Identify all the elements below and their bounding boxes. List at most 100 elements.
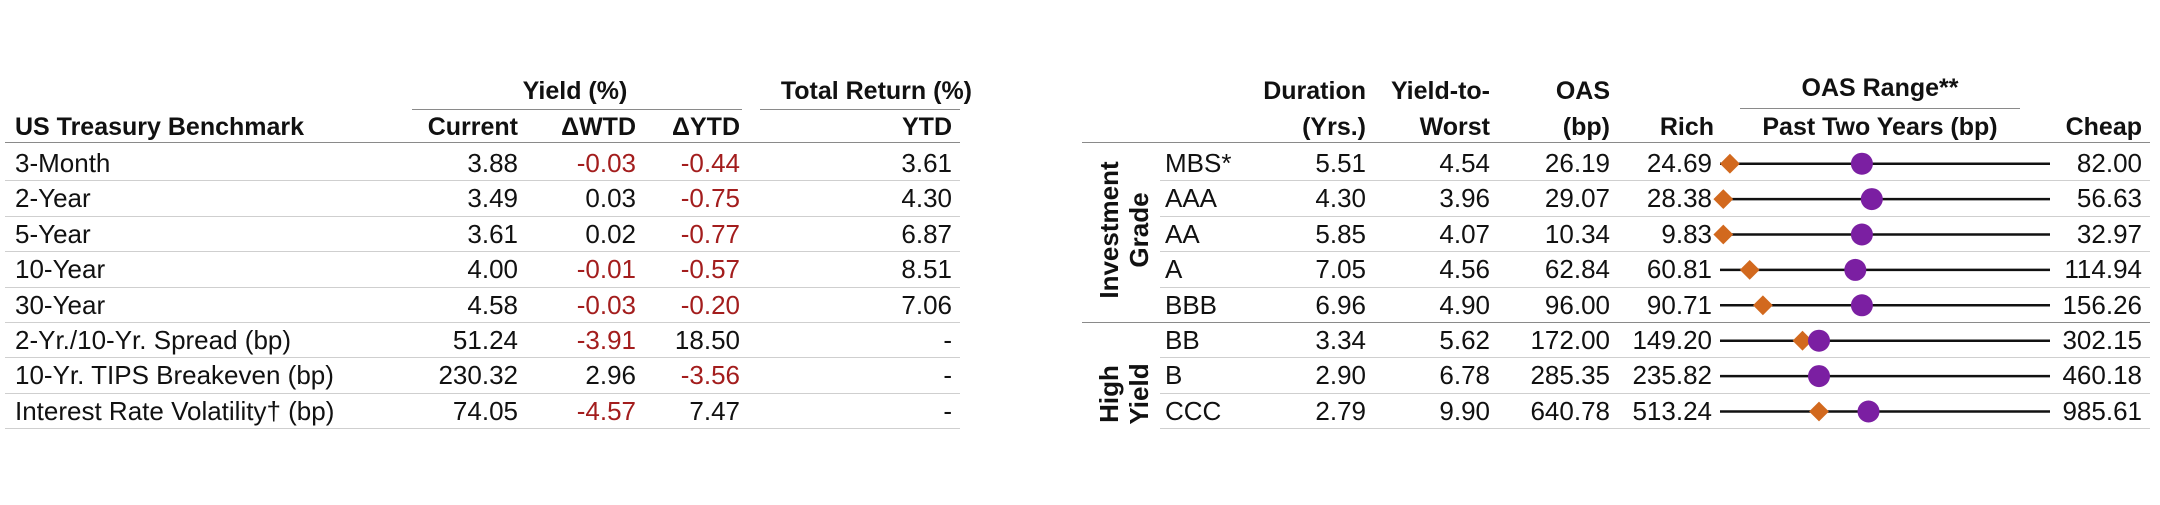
credit-duration: 2.90 xyxy=(1315,360,1366,391)
col-header-rich: Rich xyxy=(1659,113,1714,141)
col-header-current: Current xyxy=(427,113,518,141)
treasury-current-yield: 3.88 xyxy=(467,148,518,178)
row-divider xyxy=(5,428,960,430)
credit-duration: 5.51 xyxy=(1315,148,1366,178)
treasury-benchmark-name: 2-Yr./10-Yr. Spread (bp) xyxy=(15,325,292,355)
yield-group-header: Yield (%) xyxy=(522,77,628,105)
credit-sector-name: CCC xyxy=(1165,395,1222,426)
header-rule xyxy=(5,142,960,143)
credit-oas: 29.07 xyxy=(1544,183,1610,214)
treasury-current-yield: 3.49 xyxy=(467,183,518,214)
credit-yield-to-worst: 4.54 xyxy=(1439,148,1490,178)
prior-oas-marker xyxy=(1809,401,1829,422)
credit-yield-to-worst: 5.62 xyxy=(1439,325,1490,355)
col-header-cheap: Cheap xyxy=(2065,113,2142,141)
row-divider xyxy=(1160,180,2150,182)
col-header-oas-2: (bp) xyxy=(1562,113,1610,141)
treasury-wtd-change: 0.02 xyxy=(585,218,636,249)
credit-cheap: 985.61 xyxy=(2062,395,2142,426)
treasury-wtd-change: -0.01 xyxy=(576,254,636,285)
group-separator xyxy=(1082,322,2150,323)
credit-oas: 285.35 xyxy=(1530,360,1610,391)
current-oas-marker xyxy=(1857,400,1880,423)
credit-rich: 235.82 xyxy=(1632,360,1712,391)
treasury-ytd-change: -0.20 xyxy=(680,289,740,320)
credit-duration: 7.05 xyxy=(1315,254,1366,285)
treasury-benchmark-name: 10-Yr. TIPS Breakeven (bp) xyxy=(15,360,334,391)
row-divider xyxy=(5,392,960,394)
prior-oas-marker xyxy=(1720,153,1740,174)
credit-oas: 62.84 xyxy=(1544,254,1610,285)
credit-sector-name: BB xyxy=(1165,325,1200,355)
credit-yield-to-worst: 3.96 xyxy=(1439,183,1490,214)
credit-rich: 149.20 xyxy=(1632,325,1712,355)
row-divider xyxy=(1160,392,2150,394)
credit-rich: 9.83 xyxy=(1661,218,1712,249)
col-header-range-1: OAS Range** xyxy=(1801,74,1959,102)
col-header-ytw-1: Yield-to- xyxy=(1390,77,1490,105)
current-oas-marker xyxy=(1850,294,1873,317)
treasury-current-yield: 4.00 xyxy=(467,254,518,285)
treasury-wtd-change: 0.03 xyxy=(585,183,636,214)
credit-duration: 3.34 xyxy=(1315,325,1366,355)
credit-oas: 96.00 xyxy=(1544,289,1610,320)
treasury-wtd-change: -0.03 xyxy=(576,289,636,320)
credit-oas: 172.00 xyxy=(1530,325,1610,355)
treasury-ytd-return: - xyxy=(943,395,952,426)
treasury-wtd-change: -4.57 xyxy=(576,395,636,426)
treasury-current-yield: 51.24 xyxy=(452,325,518,355)
credit-header-rule xyxy=(1082,142,2150,143)
prior-oas-marker xyxy=(1739,260,1760,280)
total-return-group-header: Total Return (%) xyxy=(780,77,972,105)
row-divider xyxy=(5,286,960,288)
current-oas-marker xyxy=(1808,329,1830,352)
credit-sector-name: A xyxy=(1165,254,1183,285)
prior-oas-marker xyxy=(1753,295,1773,316)
col-header-ytd-return: YTD xyxy=(902,113,952,141)
col-header-range-2: Past Two Years (bp) xyxy=(1762,113,1998,141)
row-divider xyxy=(1160,215,2150,217)
treasury-ytd-return: - xyxy=(943,360,952,391)
treasury-current-yield: 4.58 xyxy=(467,289,518,320)
row-divider xyxy=(5,322,960,323)
treasury-current-yield: 74.05 xyxy=(452,395,518,426)
col-header-duration-1: Duration xyxy=(1263,77,1366,105)
treasury-ytd-return: 7.06 xyxy=(901,289,952,320)
credit-cheap: 460.18 xyxy=(2062,360,2142,391)
treasury-ytd-return: 8.51 xyxy=(901,254,952,285)
treasury-wtd-change: -3.91 xyxy=(576,325,636,355)
credit-rich: 24.69 xyxy=(1646,148,1712,178)
row-divider xyxy=(1160,251,2150,253)
current-oas-marker xyxy=(1850,152,1873,175)
row-divider xyxy=(5,251,960,253)
credit-cheap: 114.94 xyxy=(2064,254,2142,285)
credit-duration: 6.96 xyxy=(1315,289,1366,320)
credit-duration: 2.79 xyxy=(1315,395,1366,426)
credit-cheap: 82.00 xyxy=(2076,148,2142,178)
current-oas-marker xyxy=(1844,258,1867,281)
current-oas-marker xyxy=(1850,223,1873,246)
credit-yield-to-worst: 6.78 xyxy=(1439,360,1490,391)
credit-rich: 90.71 xyxy=(1646,289,1712,320)
row-divider xyxy=(5,215,960,217)
col-header-duration-2: (Yrs.) xyxy=(1302,113,1366,141)
total-return-group-rule xyxy=(760,109,960,110)
prior-oas-marker xyxy=(1792,330,1813,351)
current-oas-marker xyxy=(1808,365,1830,388)
prior-oas-marker xyxy=(1713,224,1734,245)
row-divider xyxy=(1160,428,2150,430)
treasury-current-yield: 230.32 xyxy=(438,360,518,391)
row-divider xyxy=(5,357,960,359)
treasury-ytd-return: - xyxy=(943,325,952,355)
credit-rich: 513.24 xyxy=(1632,395,1712,426)
credit-cheap: 302.15 xyxy=(2062,325,2142,355)
treasury-ytd-change: 7.47 xyxy=(689,395,740,426)
treasury-benchmark-name: 2-Year xyxy=(15,183,91,214)
prior-oas-marker xyxy=(1713,189,1734,209)
treasury-current-yield: 3.61 xyxy=(467,218,518,249)
treasury-benchmark-name: 5-Year xyxy=(15,218,91,249)
treasury-wtd-change: -0.03 xyxy=(576,148,636,178)
treasury-ytd-return: 6.87 xyxy=(901,218,952,249)
credit-yield-to-worst: 4.90 xyxy=(1439,289,1490,320)
credit-cheap: 56.63 xyxy=(2076,183,2142,214)
